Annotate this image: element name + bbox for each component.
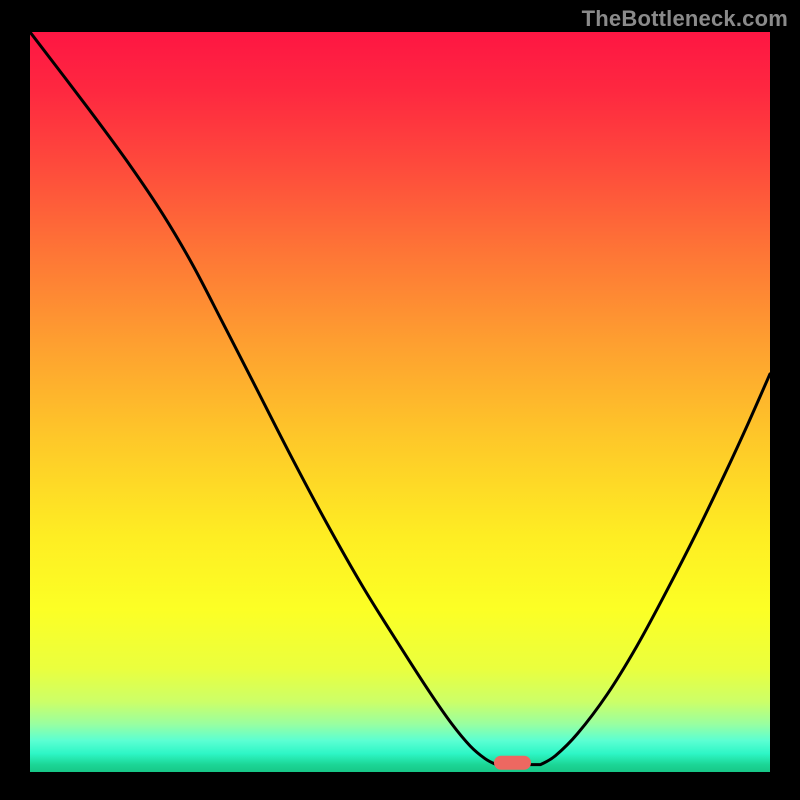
bottleneck-chart: [30, 32, 770, 772]
optimal-marker: [494, 756, 531, 770]
chart-background: [30, 32, 770, 772]
watermark-text: TheBottleneck.com: [582, 6, 788, 32]
